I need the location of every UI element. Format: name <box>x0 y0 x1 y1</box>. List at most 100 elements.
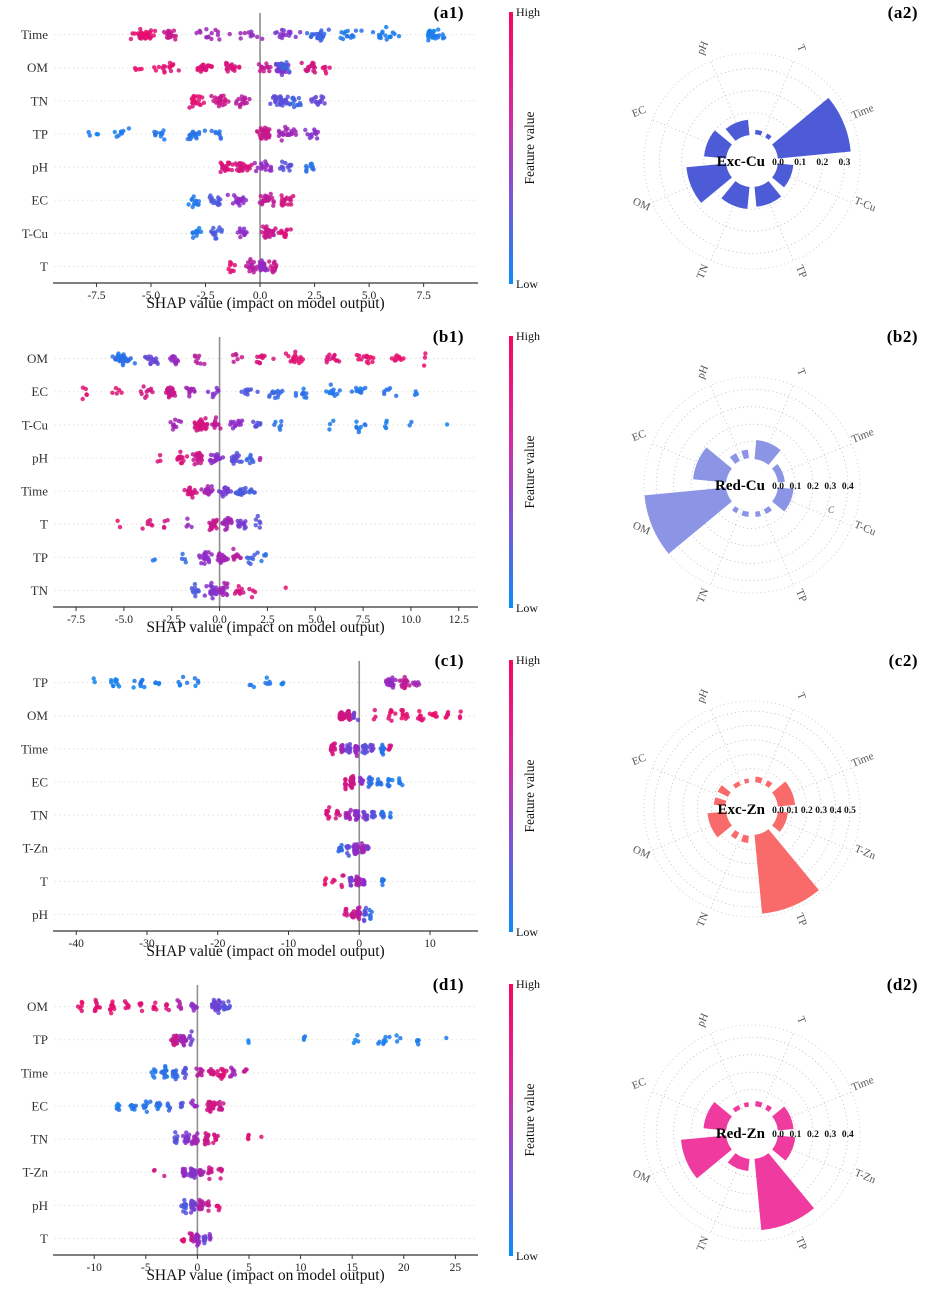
colorbar-gradient <box>509 660 513 932</box>
svg-text:0.2: 0.2 <box>816 158 828 168</box>
panel-row-d: OM TP Time EC TN T-Zn pH T -10 -5 0 5 10 15 20 25 (d1) … <box>0 972 944 1296</box>
panel-row-a: Time OM TN TP pH EC T-Cu T -7.5 -5.0 -2.5 0.0 2.5 5.0… <box>0 0 944 324</box>
svg-text:0.2: 0.2 <box>801 806 813 816</box>
svg-text:TN: TN <box>695 587 712 605</box>
svg-text:5.0: 5.0 <box>308 614 323 626</box>
svg-text:TP: TP <box>33 1032 48 1047</box>
svg-text:-2.5: -2.5 <box>196 290 214 302</box>
colorbar-a: High Feature value Low <box>500 0 556 324</box>
shap-beeswarm-b1: OM EC T-Cu pH Time T TP TN -7.5 -5.0 -2.5 0.0 2.5 5.0… <box>21 337 478 626</box>
svg-text:Exc-Cu: Exc-Cu <box>717 154 765 170</box>
svg-text:-7.5: -7.5 <box>87 290 105 302</box>
svg-text:TP: TP <box>793 263 809 279</box>
svg-text:T-Zn: T-Zn <box>853 843 878 863</box>
svg-text:-2.5: -2.5 <box>163 614 181 626</box>
svg-text:-30: -30 <box>139 938 155 950</box>
svg-text:EC: EC <box>630 752 648 768</box>
svg-text:OM: OM <box>631 196 652 214</box>
svg-text:0.2: 0.2 <box>807 1130 819 1140</box>
svg-text:10: 10 <box>424 938 436 950</box>
panel-tag-a1: (a1) <box>433 3 464 22</box>
svg-text:pH: pH <box>695 39 711 56</box>
svg-text:TN: TN <box>31 583 49 598</box>
svg-text:TN: TN <box>695 911 712 929</box>
svg-text:OM: OM <box>631 844 652 862</box>
svg-text:0.1: 0.1 <box>794 158 806 168</box>
colorbar-gradient <box>509 336 513 608</box>
svg-text:0.0: 0.0 <box>772 158 784 168</box>
svg-text:TP: TP <box>33 675 48 690</box>
svg-text:T: T <box>40 517 48 532</box>
svg-text:5: 5 <box>246 1262 252 1274</box>
panel-tag-d2: (d2) <box>886 975 918 994</box>
svg-text:20: 20 <box>398 1262 410 1274</box>
svg-text:10: 10 <box>295 1262 307 1274</box>
panel-tag-b1: (b1) <box>432 327 464 346</box>
colorbar-d: High Feature value Low <box>500 972 556 1296</box>
panel-tag-d1: (d1) <box>432 975 464 994</box>
polar-rose-b2: 0.0 0.1 0.2 0.3 0.4 Red-Cu Time TpH EC OM TN TP T-Cu… <box>630 363 878 605</box>
shap-panel-b1: OM EC T-Cu pH Time T TP TN -7.5 -5.0 -2.5 0.0 2.5 5.0… <box>0 324 500 648</box>
svg-text:Time: Time <box>21 1065 48 1080</box>
x-axis-label-a1: SHAP value (impact on model output) <box>146 295 385 312</box>
colorbar-low-label: Low <box>516 1249 538 1263</box>
svg-text:EC: EC <box>630 428 648 444</box>
x-axis-label-d1: SHAP value (impact on model output) <box>146 1267 385 1284</box>
colorbar-low-label: Low <box>516 925 538 939</box>
svg-text:7.5: 7.5 <box>356 614 371 626</box>
shap-beeswarm-d1: OM TP Time EC TN T-Zn pH T -10 -5 0 5 10 15 20 25 <box>21 985 478 1274</box>
svg-text:pH: pH <box>32 160 48 175</box>
svg-text:Time: Time <box>850 750 876 770</box>
svg-text:0.4: 0.4 <box>842 482 854 492</box>
svg-text:C: C <box>828 505 835 515</box>
svg-text:TN: TN <box>695 263 712 281</box>
svg-text:T: T <box>794 367 808 378</box>
svg-text:Exc-Zn: Exc-Zn <box>717 802 765 818</box>
svg-text:pH: pH <box>32 1198 48 1213</box>
svg-text:EC: EC <box>630 1076 648 1092</box>
svg-text:Time: Time <box>21 484 48 499</box>
svg-text:0.0: 0.0 <box>253 290 268 302</box>
svg-text:T: T <box>40 1231 48 1246</box>
svg-text:OM: OM <box>631 520 652 538</box>
colorbar-title: Feature value <box>522 759 537 833</box>
svg-text:2.5: 2.5 <box>307 290 322 302</box>
svg-text:-5.0: -5.0 <box>142 290 160 302</box>
polar-rose-a2: 0.0 0.1 0.2 0.3 Exc-Cu Time TpH EC OM TN TP T-Cu <box>630 39 878 281</box>
colorbar-high-label: High <box>516 5 540 19</box>
svg-text:TP: TP <box>33 550 48 565</box>
panel-tag-c1: (c1) <box>434 651 464 670</box>
svg-text:EC: EC <box>31 774 48 789</box>
polar-rose-c2: 0.0 0.1 0.2 0.3 0.4 0.5 Exc-Zn Time TpH EC OM TN TP T… <box>630 687 878 929</box>
colorbar-low-label: Low <box>516 277 538 291</box>
svg-text:-10: -10 <box>281 938 297 950</box>
svg-text:T: T <box>794 43 808 54</box>
svg-text:TP: TP <box>793 587 809 603</box>
svg-text:T: T <box>794 691 808 702</box>
svg-text:T-Cu: T-Cu <box>852 195 878 215</box>
svg-text:EC: EC <box>630 104 648 120</box>
svg-text:7.5: 7.5 <box>416 290 431 302</box>
svg-text:0.4: 0.4 <box>842 1130 854 1140</box>
svg-text:pH: pH <box>695 363 711 380</box>
svg-text:0.0: 0.0 <box>772 806 784 816</box>
colorbar-high-label: High <box>516 977 540 991</box>
colorbar-gradient <box>509 12 513 284</box>
svg-text:0.3: 0.3 <box>824 1130 836 1140</box>
svg-text:Time: Time <box>850 1074 876 1094</box>
x-axis-label-c1: SHAP value (impact on model output) <box>146 943 385 960</box>
shap-panel-d1: OM TP Time EC TN T-Zn pH T -10 -5 0 5 10 15 20 25 (d1) … <box>0 972 500 1296</box>
svg-text:T: T <box>794 1015 808 1026</box>
svg-text:T-Cu: T-Cu <box>22 417 49 432</box>
svg-text:TP: TP <box>793 911 809 927</box>
panel-tag-a2: (a2) <box>887 3 918 22</box>
svg-text:-40: -40 <box>69 938 85 950</box>
svg-text:0.5: 0.5 <box>844 806 856 816</box>
colorbar-title: Feature value <box>522 435 537 509</box>
svg-text:OM: OM <box>27 708 48 723</box>
